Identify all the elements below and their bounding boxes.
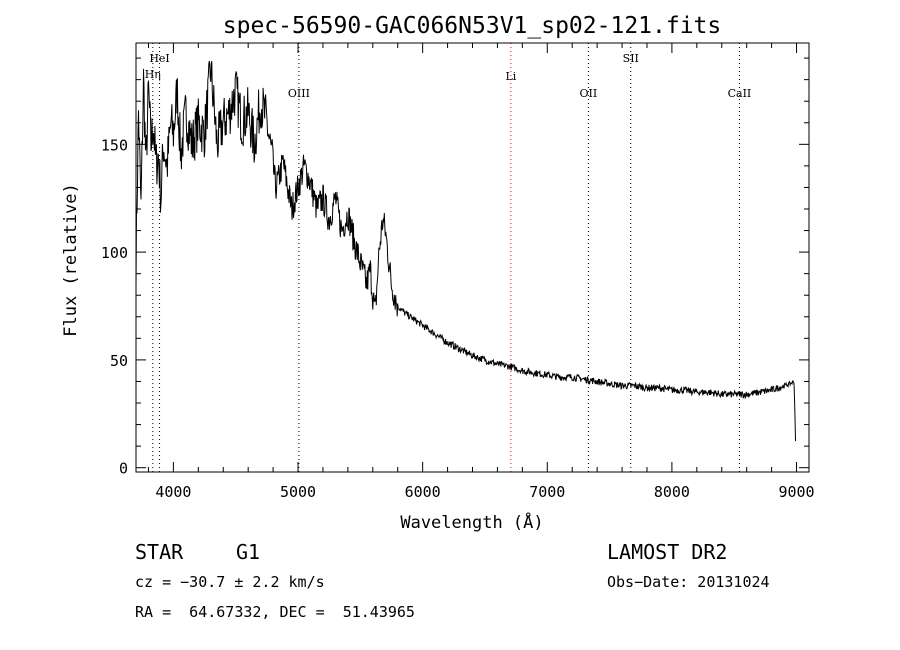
line-marker-label: HeI: [149, 52, 169, 65]
spectrum-line: [135, 60, 796, 442]
survey-name: LAMOST DR2: [607, 540, 728, 564]
y-tick-label: 150: [101, 136, 128, 154]
x-tick-label: 7000: [529, 483, 565, 501]
x-tick-label: 6000: [405, 483, 441, 501]
spectrum-chart: spec-56590-GAC066N53V1_sp02-121.fits HeI…: [61, 13, 815, 533]
chart-title: spec-56590-GAC066N53V1_sp02-121.fits: [223, 13, 722, 39]
line-marker-label: OII: [580, 87, 598, 100]
redshift-velocity: cz = −30.7 ± 2.2 km/s: [135, 573, 325, 591]
y-tick-label: 100: [101, 244, 128, 262]
observation-date: Obs−Date: 20131024: [607, 573, 770, 591]
x-tick-label: 8000: [654, 483, 690, 501]
y-axis-label: Flux (relative): [61, 183, 81, 337]
object-class: STAR: [135, 540, 184, 564]
coordinates: RA = 64.67332, DEC = 51.43965: [135, 603, 415, 621]
object-subclass: G1: [236, 540, 261, 564]
line-marker-label: SII: [623, 52, 639, 65]
x-tick-label: 9000: [778, 483, 814, 501]
line-marker-label: Hη: [145, 68, 161, 81]
x-tick-label: 5000: [280, 483, 316, 501]
y-tick-label: 50: [110, 352, 128, 370]
line-marker-label: OIII: [288, 87, 310, 100]
x-tick-label: 4000: [155, 483, 191, 501]
plot-frame: [135, 42, 810, 473]
x-axis-label: Wavelength (Å): [400, 511, 543, 533]
line-marker-label: CaII: [728, 87, 752, 100]
plot-area: HeI Hη OIII Li OII SII CaII 4000 5000 6000 7000 800…: [101, 42, 815, 501]
y-tick-label: 0: [119, 460, 128, 478]
line-marker-label: Li: [505, 70, 516, 83]
